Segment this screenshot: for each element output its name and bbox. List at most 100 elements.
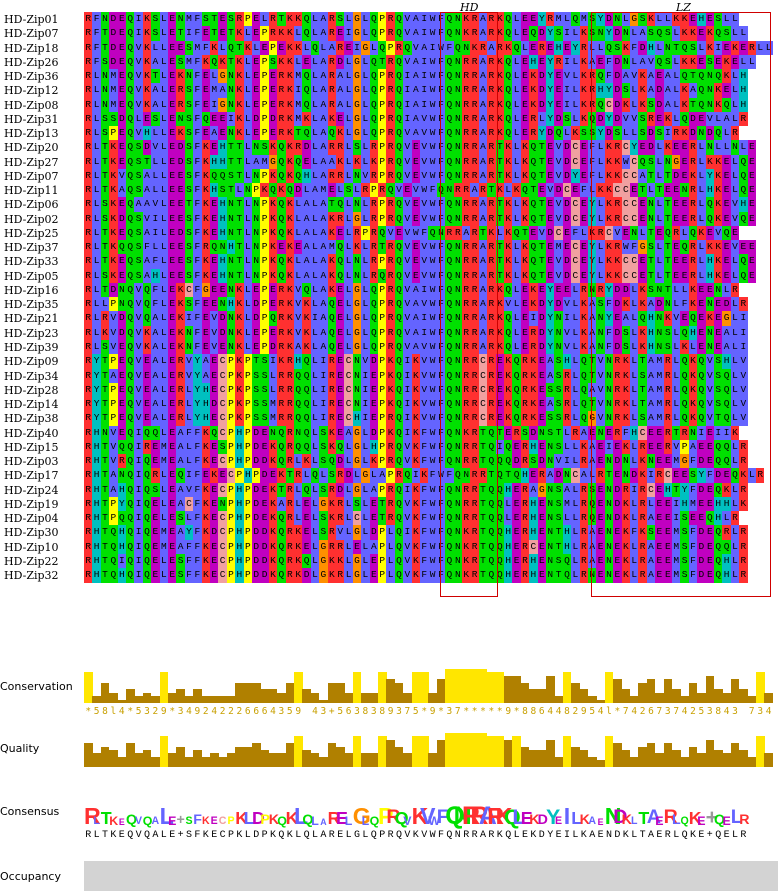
residue-cell: R (369, 211, 378, 227)
residue-cell: Q (310, 468, 320, 483)
residue-cell: L (310, 439, 320, 455)
residue-cell: L (512, 12, 521, 27)
residue-cell: K (327, 553, 336, 569)
residue-cell: Q (680, 397, 689, 412)
residue-cell: K (201, 154, 210, 170)
consensus-letter: L (731, 830, 738, 841)
residue-cell: E (168, 240, 177, 255)
residue-cell: E (646, 425, 656, 440)
residue-cell: R (386, 496, 395, 512)
residue-cell: Q (268, 183, 278, 198)
residue-cell: W (428, 168, 437, 184)
consensus-letter: E (597, 830, 604, 841)
residue-cell: K (688, 368, 698, 383)
residue-cell: N (562, 468, 572, 483)
residue-cell: F (193, 111, 202, 127)
residue-cell: R (470, 111, 479, 127)
residue-cell: I (403, 368, 412, 383)
residue-cell: N (554, 339, 563, 355)
residue-cell: L (571, 97, 580, 112)
residue-cell: E (277, 40, 286, 55)
residue-cell: E (655, 111, 664, 127)
residue-cell: R (386, 12, 395, 27)
residue-cell: N (453, 54, 462, 70)
residue-cell: E (252, 12, 261, 27)
residue-cell: I (319, 397, 328, 412)
residue-cell: Q (126, 454, 135, 469)
conservation-bar (722, 692, 731, 703)
residue-cell: L (310, 97, 320, 112)
residue-cell: R (294, 468, 303, 483)
residue-cell: E (411, 240, 420, 255)
residue-cell: Q (126, 26, 135, 41)
residue-cell: R (386, 325, 395, 341)
residue-cell: E (638, 140, 647, 155)
residue-cell: Q (142, 482, 152, 498)
residue-cell: L (672, 54, 681, 70)
residue-cell: V (554, 254, 563, 269)
residue-cell: V (403, 12, 412, 27)
residue-cell: K (285, 211, 294, 227)
residue-cell: L (361, 425, 370, 440)
residue-cell: K (504, 168, 513, 184)
residue-cell: L (159, 183, 168, 198)
residue-cell: L (714, 111, 723, 127)
residue-cell: R (562, 397, 572, 412)
consensus-logo-letter: R (327, 807, 341, 828)
residue-cell: W (411, 225, 420, 241)
residue-cell: Q (126, 511, 135, 526)
residue-cell: R (470, 197, 479, 212)
residue-cell: Q (126, 111, 135, 127)
residue-cell: R (84, 411, 93, 426)
residue-cell: R (369, 168, 378, 184)
residue-cell: M (562, 496, 572, 512)
quality-bar (697, 753, 706, 767)
residue-cell: I (714, 425, 723, 440)
residue-cell: L (344, 282, 353, 298)
residue-cell: S (184, 297, 194, 312)
residue-cell: E (747, 197, 756, 212)
residue-cell: E (268, 83, 278, 98)
residue-cell: E (722, 83, 731, 98)
residue-cell: E (201, 311, 210, 326)
residue-cell: A (210, 126, 219, 141)
residue-cell: K (411, 539, 420, 555)
quality-bar (764, 753, 773, 767)
residue-cell: P (226, 368, 236, 383)
residue-cell: Q (394, 325, 404, 341)
residue-cell: A (151, 354, 160, 369)
consensus-letter: E (211, 830, 218, 841)
residue-cell: R (84, 368, 93, 383)
residue-cell: S (554, 439, 563, 455)
residue-cell: T (638, 354, 647, 369)
residue-cell: L (310, 382, 320, 398)
residue-cell: Q (285, 183, 294, 198)
residue-cell: D (562, 140, 572, 155)
residue-cell: K (294, 525, 303, 540)
residue-cell: T (495, 168, 504, 184)
residue-cell: E (168, 297, 177, 312)
conservation-bar (487, 672, 496, 703)
residue-cell: L (655, 140, 664, 155)
residue-cell: F (193, 12, 202, 27)
residue-cell: N (705, 339, 714, 355)
residue-cell: Q (394, 12, 404, 27)
residue-cell: E (680, 254, 689, 269)
residue-cell: K (235, 325, 244, 341)
residue-cell: R (84, 325, 93, 341)
residue-cell: R (663, 397, 672, 412)
residue-cell: L (361, 111, 370, 127)
residue-cell: V (596, 382, 605, 398)
residue-cell: S (319, 439, 328, 455)
residue-cell: Q (394, 154, 404, 170)
residue-cell: R (470, 168, 479, 184)
residue-cell: N (663, 40, 672, 55)
sequence-label: HD-Zip10 (4, 540, 59, 554)
residue-cell: E (579, 154, 588, 170)
residue-cell: H (218, 154, 227, 170)
consensus-logo-letter: E (555, 815, 563, 828)
residue-cell: L (571, 297, 580, 312)
residue-cell: L (344, 240, 353, 255)
residue-cell: R (285, 411, 294, 426)
residue-cell: Q (117, 439, 126, 455)
